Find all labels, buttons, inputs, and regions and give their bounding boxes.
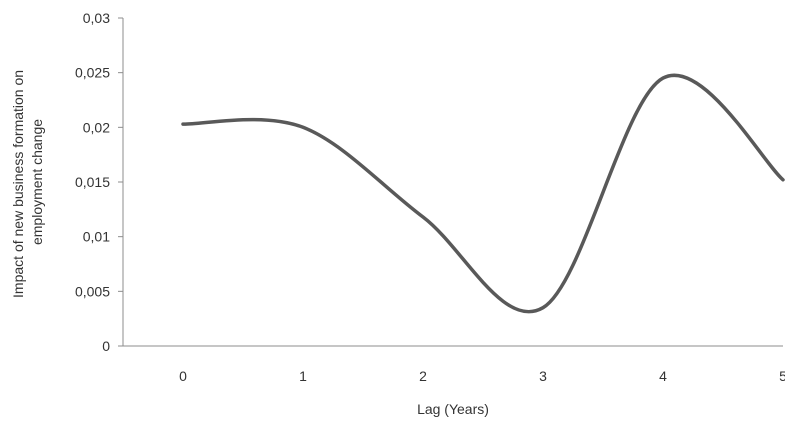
y-axis-ticks: 0 0,005 0,01 0,015 0,02 0,025 0,03	[75, 10, 123, 354]
series-line	[181, 73, 785, 314]
y-axis-title-line-2: employment change	[29, 119, 45, 245]
y-tick-label: 0,015	[75, 174, 110, 190]
y-tick-label: 0,01	[83, 229, 110, 245]
y-tick-label: 0,025	[75, 65, 110, 81]
y-tick-label: 0	[102, 338, 110, 354]
x-tick-label: 0	[179, 368, 187, 384]
x-axis-ticks: 0 1 2 3 4 5	[179, 368, 785, 384]
x-tick-label: 2	[419, 368, 427, 384]
x-tick-label: 3	[539, 368, 547, 384]
y-tick-label: 0,005	[75, 283, 110, 299]
y-tick-label: 0,02	[83, 119, 110, 135]
x-tick-label: 4	[659, 368, 667, 384]
y-tick-label: 0,03	[83, 10, 110, 26]
x-tick-label: 5	[779, 368, 785, 384]
y-axis-title-line-1: Impact of new business formation on	[10, 70, 26, 298]
y-axis-title: Impact of new business formation on empl…	[10, 66, 45, 298]
x-axis-title: Lag (Years)	[417, 401, 489, 417]
x-tick-label: 1	[299, 368, 307, 384]
